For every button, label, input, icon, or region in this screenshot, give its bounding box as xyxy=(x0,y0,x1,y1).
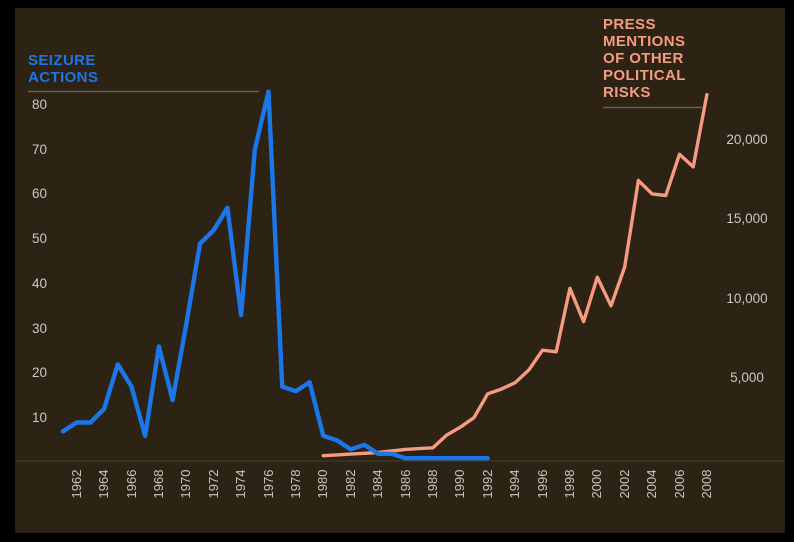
x-axis-tick-label: 1984 xyxy=(370,469,386,499)
x-axis-tick-label: 1990 xyxy=(452,469,468,499)
y-axis-tick-label: 10 xyxy=(32,409,48,425)
press-mentions-line xyxy=(321,93,709,458)
x-axis-tick-label: 1982 xyxy=(342,469,358,499)
x-axis-tick-label: 1962 xyxy=(68,469,84,499)
x-axis-tick-label: 2004 xyxy=(644,469,660,499)
y-axis-tick-label: 20,000 xyxy=(726,131,768,147)
x-axis-tick-label: 1970 xyxy=(178,469,194,499)
x-axis-tick-label: 1966 xyxy=(123,469,139,499)
y-axis-tick-label: 20 xyxy=(32,365,48,381)
y-axis-tick-label: 40 xyxy=(32,275,48,291)
x-axis-tick-label: 1992 xyxy=(479,469,495,499)
x-axis-tick-label: 1972 xyxy=(205,469,221,499)
x-axis-tick-label: 1976 xyxy=(260,469,276,499)
x-axis-tick-label: 1974 xyxy=(233,469,249,499)
x-axis-tick-label: 1978 xyxy=(287,469,303,499)
x-axis-tick-label: 2008 xyxy=(698,469,714,499)
x-axis-tick-label: 1998 xyxy=(561,469,577,499)
y-axis-tick-label: 5,000 xyxy=(730,369,764,385)
seizure-actions-line xyxy=(60,89,490,461)
y-axis-tick-label: 70 xyxy=(32,141,48,157)
x-axis-tick-label: 1964 xyxy=(96,469,112,499)
x-axis-tick-label: 1988 xyxy=(424,469,440,499)
right-series-title: PRESS MENTIONS OF OTHER POLITICAL RISKS xyxy=(603,16,686,101)
x-axis-tick-label: 1994 xyxy=(507,469,523,499)
y-axis-tick-label: 80 xyxy=(32,96,48,112)
y-axis-tick-label: 15,000 xyxy=(726,211,768,227)
x-axis-tick-label: 1996 xyxy=(534,469,550,499)
x-axis-tick-label: 1980 xyxy=(315,469,331,499)
y-axis-tick-label: 10,000 xyxy=(726,290,768,306)
x-axis-tick-label: 1986 xyxy=(397,469,413,499)
x-axis-tick-label: 2006 xyxy=(671,469,687,499)
x-axis-tick-label: 2000 xyxy=(589,469,605,499)
y-axis-tick-label: 60 xyxy=(32,186,48,202)
chart-panel xyxy=(15,8,785,533)
y-axis-tick-label: 50 xyxy=(32,231,48,247)
y-axis-tick-label: 30 xyxy=(32,320,48,336)
x-axis-tick-label: 2002 xyxy=(616,469,632,499)
left-series-title: SEIZURE ACTIONS xyxy=(28,52,99,86)
x-axis-tick-label: 1968 xyxy=(150,469,166,499)
